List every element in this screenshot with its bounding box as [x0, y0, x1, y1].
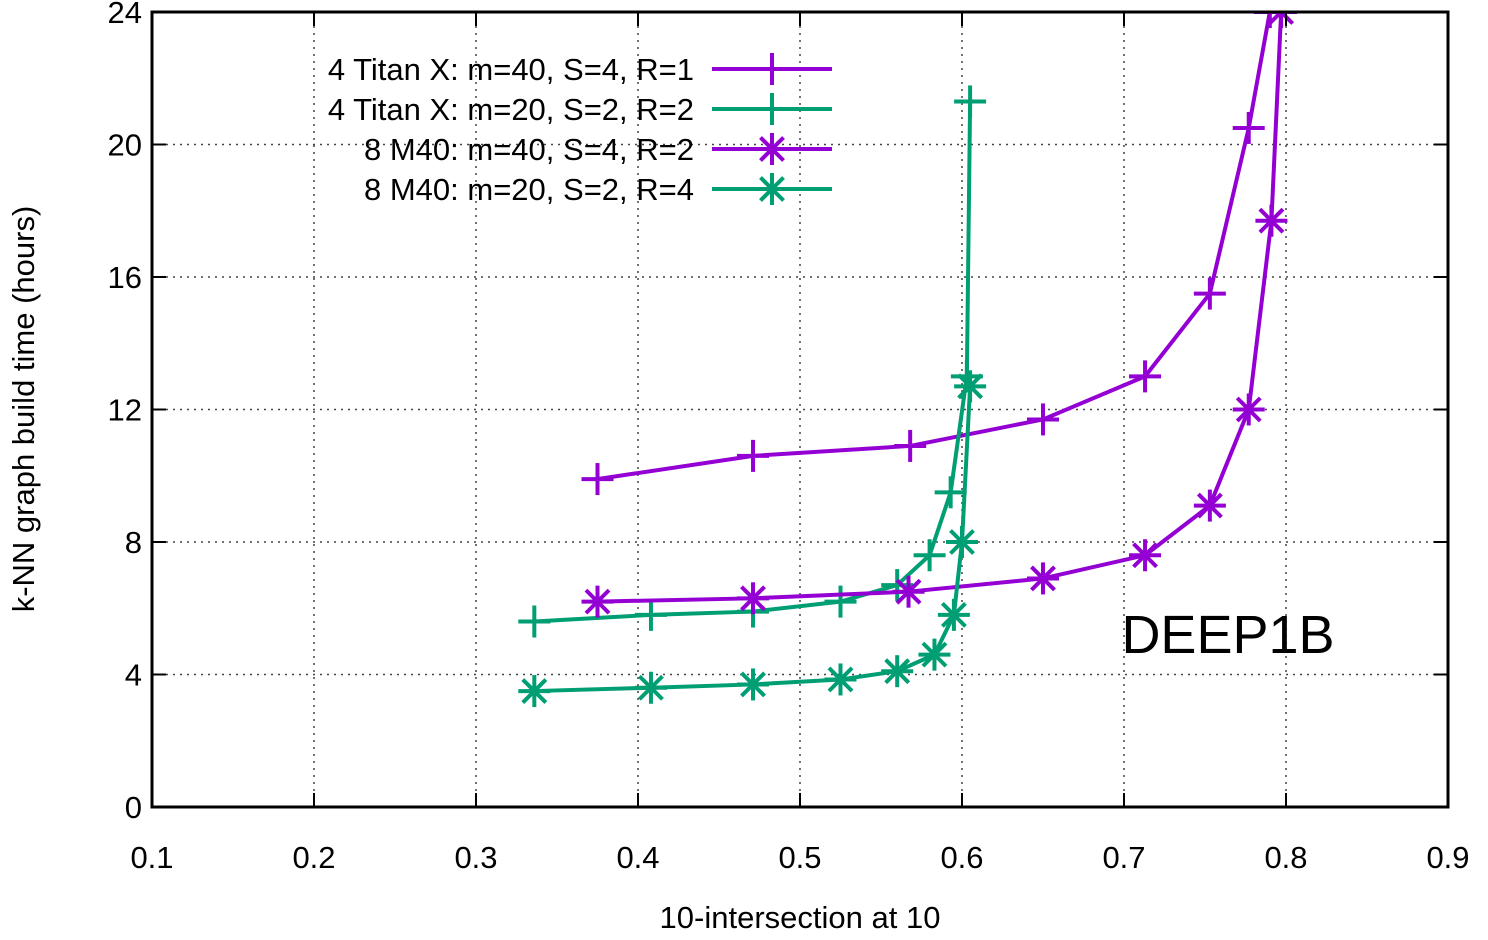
data-point	[756, 133, 788, 165]
data-point	[946, 526, 978, 558]
y-tick-label: 4	[125, 658, 142, 693]
data-point	[737, 439, 770, 472]
series-line	[597, 12, 1284, 604]
data-point	[913, 539, 946, 572]
data-point	[1129, 360, 1162, 393]
data-point	[918, 638, 951, 671]
series-line	[534, 386, 973, 694]
x-tick-label: 0.9	[1426, 840, 1469, 875]
data-point	[954, 85, 987, 118]
x-axis-label: 10-intersection at 10	[660, 900, 941, 935]
x-tick-label: 0.6	[940, 840, 983, 875]
y-axis-label: k-NN graph build time (hours)	[6, 206, 41, 613]
data-point	[1265, 12, 1298, 28]
data-point	[756, 53, 788, 85]
data-point	[737, 582, 770, 615]
series-line	[597, 12, 1272, 482]
x-tick-label: 0.2	[292, 840, 335, 875]
data-point	[1232, 111, 1265, 144]
data-point	[634, 598, 667, 631]
data-point	[634, 671, 667, 704]
data-point	[1027, 562, 1059, 595]
data-point	[881, 655, 914, 688]
x-tick-label: 0.1	[130, 840, 173, 875]
y-tick-label: 8	[125, 525, 142, 560]
data-point	[518, 605, 551, 638]
data-point	[756, 173, 788, 205]
data-point	[581, 463, 614, 496]
x-tick-label: 0.4	[616, 840, 659, 875]
data-point	[1129, 539, 1162, 572]
y-tick-label: 20	[108, 128, 142, 163]
data-point	[1232, 393, 1265, 426]
data-point	[518, 675, 551, 708]
y-tick-label: 0	[125, 790, 142, 825]
legend-label: 8 M40: m=40, S=4, R=2	[364, 132, 694, 167]
data-point	[737, 668, 770, 701]
legend: 4 Titan X: m=40, S=4, R=1 4 Titan X: m=20…	[328, 52, 832, 207]
data-point	[937, 598, 970, 631]
x-tick-label: 0.3	[454, 840, 497, 875]
y-tick-label: 12	[108, 393, 142, 428]
legend-entry: 8 M40: m=40, S=4, R=2	[364, 132, 832, 167]
data-point	[954, 370, 987, 403]
x-tick-label: 0.7	[1102, 840, 1145, 875]
legend-label: 4 Titan X: m=40, S=4, R=1	[328, 52, 694, 87]
y-tick-label: 24	[108, 0, 142, 30]
legend-entry: 4 Titan X: m=40, S=4, R=1	[328, 52, 832, 87]
x-tick-label: 0.8	[1264, 840, 1307, 875]
legend-label: 8 M40: m=20, S=2, R=4	[364, 172, 694, 207]
series-layer	[518, 12, 1298, 708]
x-tick-label: 0.5	[778, 840, 821, 875]
data-point	[1193, 277, 1226, 310]
grid	[152, 12, 1448, 807]
legend-label: 4 Titan X: m=20, S=2, R=2	[328, 92, 694, 127]
ticks: 0 4 8 12 16 20 24 0.1 0.2 0.3 0.4 0.5 0.6 0.7 0.8 0.9	[108, 0, 1470, 875]
legend-entry: 8 M40: m=20, S=2, R=4	[364, 172, 832, 207]
data-point	[824, 663, 857, 696]
data-point	[892, 575, 925, 608]
chart-annotation: DEEP1B	[1121, 605, 1334, 665]
data-point	[1193, 489, 1226, 522]
data-point	[894, 429, 927, 462]
data-point	[1027, 403, 1059, 436]
data-point	[756, 93, 788, 125]
legend-entry: 4 Titan X: m=20, S=2, R=2	[328, 92, 832, 127]
data-point	[934, 476, 967, 509]
data-point	[581, 585, 614, 618]
data-point	[1255, 204, 1288, 237]
y-tick-label: 16	[108, 260, 142, 295]
data-point	[824, 585, 857, 618]
